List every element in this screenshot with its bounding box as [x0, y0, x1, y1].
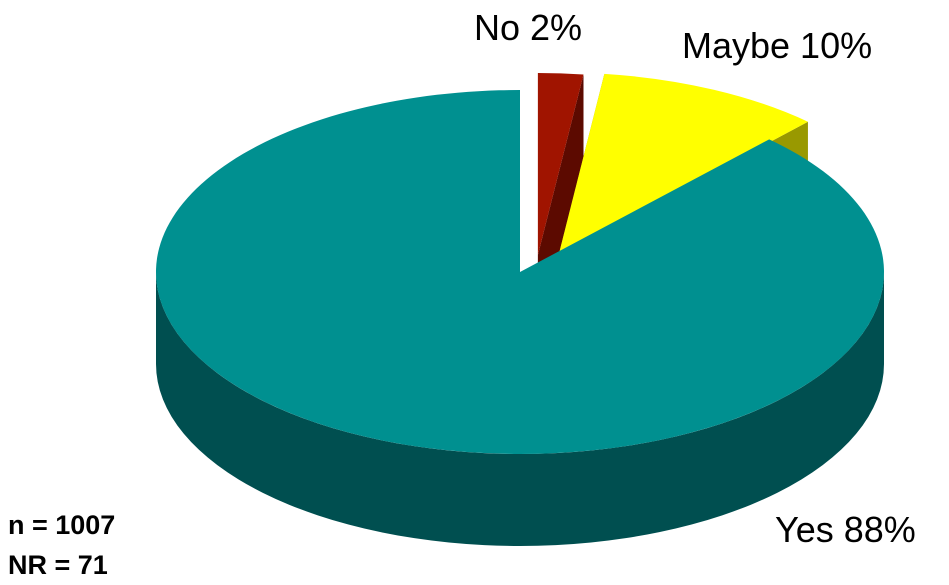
label-yes: Yes 88%: [775, 509, 916, 550]
sample-size-note: n = 1007: [8, 510, 116, 540]
slice-yes: [156, 90, 885, 454]
nonresponse-note: NR = 71: [8, 550, 108, 580]
slice-no: [537, 73, 584, 256]
label-no: No 2%: [474, 7, 583, 48]
slice-yes-side: [156, 272, 884, 546]
label-maybe: Maybe 10%: [682, 25, 873, 66]
slice-maybe: [558, 73, 808, 255]
